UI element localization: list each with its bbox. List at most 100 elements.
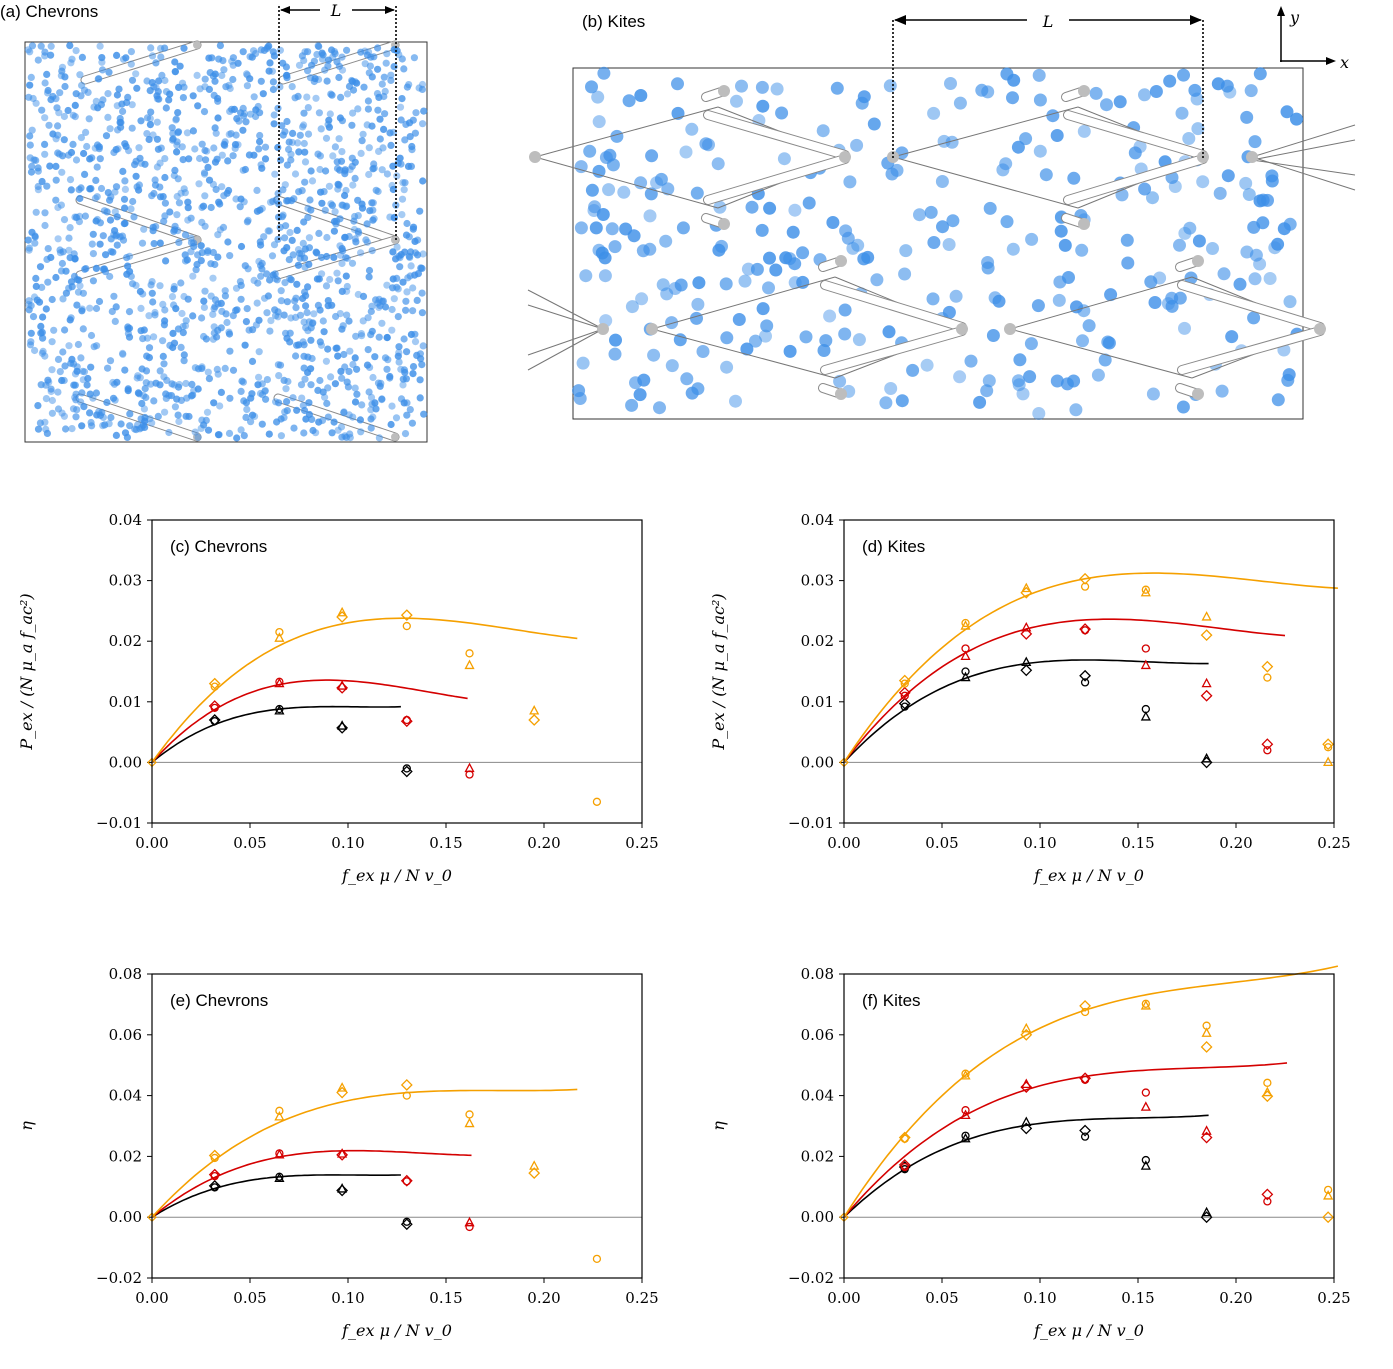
data-point — [336, 1184, 349, 1197]
particle — [410, 54, 418, 62]
particle — [372, 296, 380, 304]
data-point — [1323, 756, 1334, 767]
particle — [281, 279, 289, 287]
particle — [293, 226, 301, 234]
obstacle-tip — [835, 388, 847, 400]
particle — [132, 70, 140, 78]
particle — [277, 297, 285, 305]
panel-b-L-bg — [1027, 8, 1069, 32]
particle — [353, 390, 361, 398]
particle — [585, 80, 598, 94]
particle — [254, 279, 262, 287]
particle — [1013, 353, 1027, 367]
particle — [195, 180, 203, 188]
particle — [416, 376, 424, 384]
particle — [1163, 74, 1177, 88]
particle — [625, 398, 639, 412]
particle — [379, 297, 387, 305]
particle — [366, 62, 374, 70]
particle — [402, 297, 410, 305]
particle — [1206, 242, 1219, 255]
particle — [1032, 68, 1046, 82]
particle — [589, 221, 603, 235]
particle — [375, 333, 383, 341]
particle — [416, 207, 424, 215]
particle — [93, 193, 101, 201]
particle — [201, 222, 209, 230]
data-point — [1020, 1122, 1033, 1135]
panel-b-L-label: L — [1042, 12, 1054, 31]
particle — [224, 238, 232, 246]
data-point — [1020, 1028, 1033, 1041]
particle — [365, 388, 373, 396]
particle — [692, 276, 706, 290]
particle — [201, 146, 209, 155]
particle — [381, 354, 390, 362]
particle — [729, 394, 742, 408]
particle — [592, 115, 606, 129]
particle — [1244, 84, 1258, 98]
particle — [322, 282, 331, 290]
data-point — [1079, 1124, 1091, 1137]
particle — [31, 233, 39, 241]
particle — [351, 354, 359, 362]
particle — [237, 109, 245, 117]
particle — [576, 356, 590, 370]
particle — [215, 431, 223, 439]
particle — [301, 178, 309, 186]
particle — [300, 218, 308, 226]
obstacle-tip — [1246, 151, 1258, 163]
particle — [77, 354, 85, 362]
particle — [380, 92, 388, 101]
particle — [76, 194, 84, 203]
particle — [198, 364, 206, 373]
particle — [335, 73, 343, 82]
particle — [419, 177, 427, 185]
particle — [388, 326, 396, 334]
particle — [381, 110, 389, 118]
particle — [359, 130, 367, 138]
particle — [173, 148, 181, 156]
particle — [324, 120, 332, 128]
particle — [346, 347, 354, 355]
particle — [401, 136, 409, 144]
particle — [418, 80, 427, 89]
particle — [946, 214, 960, 228]
particle — [277, 287, 285, 295]
particle — [205, 54, 213, 62]
particle — [315, 418, 323, 426]
particle — [226, 252, 234, 260]
particle — [661, 182, 675, 196]
particle — [59, 152, 67, 160]
panel-b-y-axis-label: y — [1289, 8, 1300, 27]
particle — [180, 351, 188, 359]
particle — [248, 357, 257, 365]
particle — [1192, 234, 1206, 248]
particle — [1011, 140, 1025, 154]
x-tick-label: 0.25 — [625, 1289, 658, 1307]
data-point — [274, 632, 285, 642]
particle — [317, 341, 325, 349]
particle — [668, 282, 682, 295]
particle — [817, 344, 831, 357]
particle — [310, 77, 318, 86]
obstacle-arm — [1064, 155, 1207, 204]
particle — [176, 62, 184, 70]
particle — [81, 170, 89, 178]
particle — [316, 376, 324, 385]
particle — [295, 61, 304, 69]
particle — [816, 124, 830, 138]
obstacle-tip — [391, 236, 399, 244]
particle — [335, 181, 343, 189]
particle — [392, 201, 400, 209]
data-point — [400, 1079, 413, 1091]
particle — [363, 220, 371, 228]
particle — [218, 151, 226, 159]
particle — [135, 144, 143, 152]
particle — [269, 85, 277, 94]
particle — [404, 274, 412, 282]
particle — [389, 162, 397, 170]
particle — [833, 374, 847, 388]
particle — [102, 132, 111, 140]
particle — [365, 170, 373, 179]
